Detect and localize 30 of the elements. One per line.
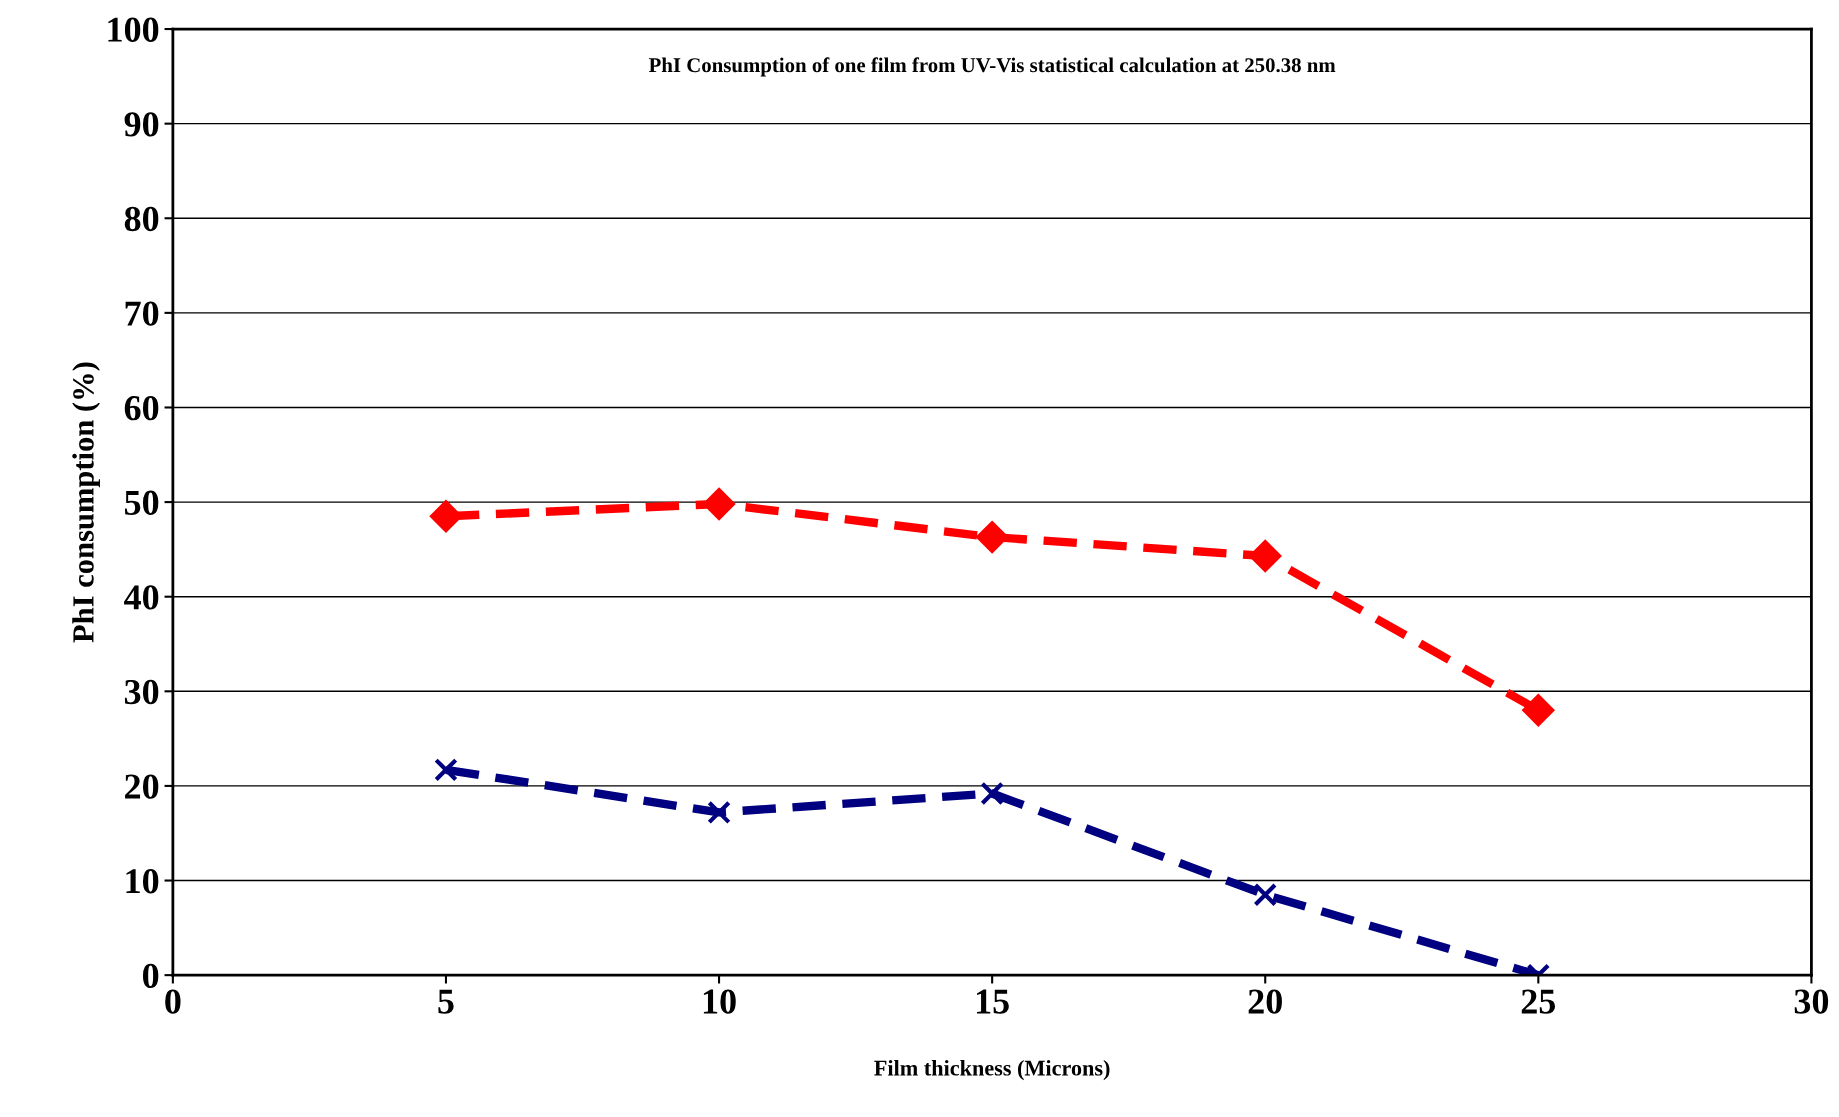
point: [1522, 694, 1555, 727]
x-tick-label: 10: [703, 989, 736, 1014]
y-tick-label: 0: [142, 963, 159, 989]
x-tick-label: 0: [165, 989, 181, 1014]
point: [976, 521, 1008, 553]
x-tick-label: 5: [438, 989, 454, 1014]
point: [430, 500, 462, 533]
x-tick-label: 20: [1248, 989, 1282, 1014]
y-tick-label: 30: [124, 679, 159, 705]
y-tick-label: 50: [125, 490, 159, 515]
point: [980, 781, 1004, 806]
point: [434, 758, 458, 782]
x-axis-title: Film thickness (Microns): [874, 1059, 1110, 1081]
y-tick-label: 10: [126, 869, 159, 894]
y-axis-title: PhI consumption (%): [72, 362, 100, 643]
point: [1253, 882, 1278, 907]
x-tick-label: 15: [976, 989, 1009, 1014]
y-tick-label: 40: [124, 585, 159, 610]
point: [1249, 540, 1282, 572]
y-tick-label: 70: [125, 301, 159, 326]
y-tick-label: 100: [108, 17, 159, 42]
point: [703, 488, 735, 520]
x-tick-label: 25: [1521, 989, 1556, 1014]
y-tick-label: 60: [124, 396, 159, 421]
x-tick-label: 30: [1794, 989, 1829, 1014]
y-tick-label: 20: [125, 774, 159, 799]
text: PhI Consumption of one film from UV-Vis statistical calculation at 250.38 nm: [648, 57, 1336, 77]
y-tick-label: 80: [124, 206, 159, 232]
point: [707, 800, 731, 825]
y-tick-label: 90: [124, 112, 159, 137]
